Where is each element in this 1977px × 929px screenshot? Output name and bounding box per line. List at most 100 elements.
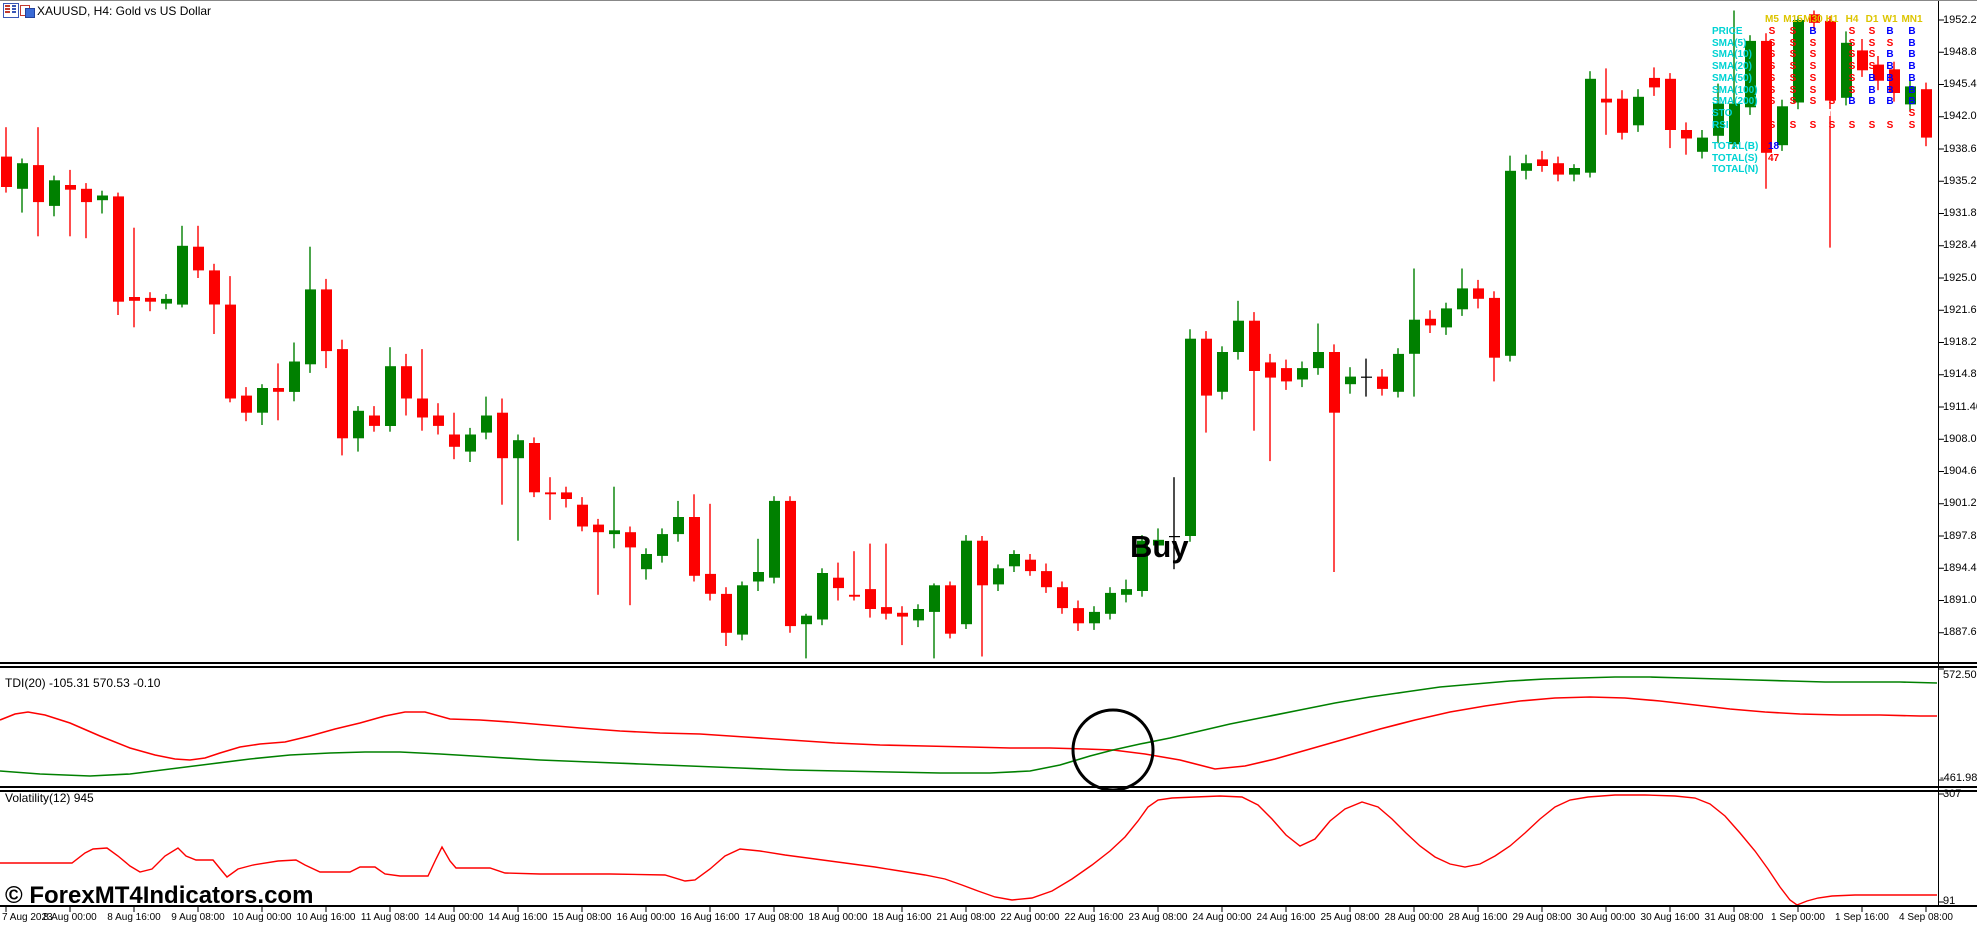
time-axis-label: 8 Aug 16:00 [107,912,161,923]
candle-body [785,500,796,627]
candle-body [1665,78,1676,130]
candle-body [1825,20,1836,101]
dashboard-row-label: SMA(10) [1712,49,1753,61]
time-axis-label: 18 Aug 00:00 [808,912,868,923]
dashboard-row-label: SMA(5) [1712,37,1747,49]
price-axis-label: 1918.20 [1943,336,1977,348]
time-axis-label: 30 Aug 00:00 [1576,912,1636,923]
candle-body [353,410,364,439]
dashboard-signal-cell: S [1809,49,1817,61]
candle-body [433,415,444,426]
dashboard-signal-cell: B [1886,49,1894,61]
dashboard-signal-cell: S [1789,119,1797,131]
candle-body [577,504,588,527]
candle-body [113,196,124,302]
candle-body [897,612,908,617]
dashboard-row-label: SMA(200) [1712,96,1758,108]
candle-body [1089,611,1100,624]
dashboard-signal-cell: B [1868,96,1876,108]
dashboard-signal-cell: S [1768,49,1776,61]
price-axis-label: 1921.60 [1943,303,1977,316]
candle-body [1201,338,1212,396]
dashboard-signal-cell: S [1789,26,1797,37]
candle-body [849,594,860,597]
candle-body [1153,539,1164,546]
dashboard-signal-cell: S [1908,107,1916,119]
dashboard-signal-cell: B [1848,96,1856,108]
dashboard-signal-cell: S [1768,84,1776,96]
dashboard-total-label: TOTAL(S) [1712,152,1758,164]
time-axis-label: 8 Aug 00:00 [43,912,97,923]
chart-list-icon[interactable] [3,3,19,18]
time-axis-label: 16 Aug 00:00 [616,912,676,923]
dashboard-signal-cell: S [1768,119,1776,131]
volatility-scale-max: 307 [1943,788,1962,800]
volatility-scale-min: 91 [1943,895,1956,907]
dashboard-signal-cell: S [1768,37,1776,49]
dashboard-signal-cell: B [1908,84,1916,96]
candle-body [801,615,812,625]
dashboard-signal-cell: S [1828,119,1836,131]
chart-window-icon[interactable] [20,3,35,18]
time-axis-label: 28 Aug 00:00 [1384,912,1444,923]
candle-body [1761,40,1772,153]
candle-body [465,434,476,452]
candle-body [1041,571,1052,588]
candle-body [97,195,108,201]
dashboard-signal-cell: S [1848,84,1856,96]
candle-body [1601,98,1612,103]
candle-body [993,568,1004,585]
time-axis-label: 18 Aug 16:00 [872,912,932,923]
candle-body [385,366,396,426]
candle-body [593,524,604,533]
dashboard-signal-cell: B [1908,96,1916,108]
buy-signal-label: Buy [1130,529,1189,564]
tdi-red-line [0,696,1937,770]
candle-body [529,443,540,493]
dashboard-signal-cell: B [1908,49,1916,61]
dashboard-row-label: SMA(20) [1712,61,1753,73]
separator-main-tdi[interactable] [0,662,1977,664]
candle-body [273,388,284,392]
candle-body [513,440,524,459]
candle-body [561,492,572,499]
price-axis-label: 1894.40 [1943,561,1977,574]
candle-body [1425,318,1436,326]
dashboard-header-H4: H4 [1845,14,1859,25]
price-axis-label: 1942.00 [1943,110,1977,123]
candle-body [1121,589,1132,595]
dashboard-signal-cell: S [1809,61,1817,73]
dashboard-signal-cell: S [1828,49,1836,61]
price-axis-label: 1925.00 [1943,271,1977,284]
separator-time-axis [0,905,1977,907]
dashboard-signal-cell: S [1768,26,1776,37]
candle-body [545,492,556,495]
candle-body [833,577,844,589]
candle-body [1329,352,1340,413]
dashboard-signal-cell: S [1828,72,1836,84]
candle-body [961,540,972,625]
candle-body [1633,96,1644,126]
separator-tdi-volatility[interactable] [0,786,1977,788]
candle-body [753,572,764,582]
candle-body [881,607,892,614]
dashboard-total-value: 18 [1768,141,1780,152]
candle-body [1105,592,1116,614]
candle-body [1233,320,1244,352]
candle-body [929,585,940,612]
candle-body [1345,376,1356,385]
dashboard-signal-cell: S [1809,37,1817,49]
candle-body [337,349,348,439]
price-axis-label: 1887.60 [1943,626,1977,639]
dashboard-signal-cell: S [1809,84,1817,96]
dashboard-signal-cell: S [1768,96,1776,108]
candle-body [401,366,412,399]
dashboard-total-label: TOTAL(B) [1712,141,1759,152]
candle-body [737,585,748,635]
candle-body [417,398,428,418]
candle-body [1281,368,1292,382]
dashboard-signal-cell: S [1868,49,1876,61]
dashboard-signal-cell: S [1828,84,1836,96]
time-axis-label: 22 Aug 00:00 [1000,912,1060,923]
